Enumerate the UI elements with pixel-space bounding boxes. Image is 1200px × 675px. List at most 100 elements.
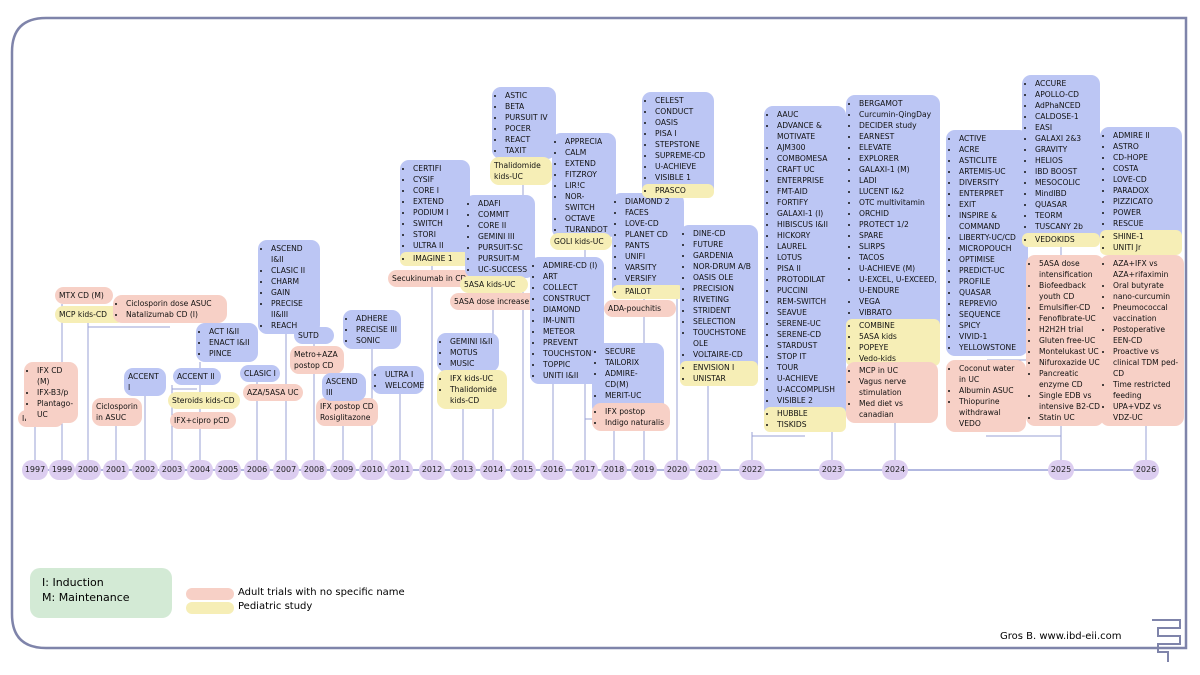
trial-box: ACT I&IIENACT I&IIPINCE xyxy=(196,323,258,362)
trial-name: HUBBLE xyxy=(777,408,843,419)
trial-name: TOUCHSTONE OLE xyxy=(693,327,755,349)
trial-name: PROTODILAT xyxy=(777,274,843,285)
trial-name: DINE-CD xyxy=(693,228,755,239)
trial-name: LAUREL xyxy=(777,241,843,252)
trial-name: HIBISCUS I&II xyxy=(777,219,843,230)
trial-list: CELESTCONDUCTOASISPISA ISTEPSTONESUPREME… xyxy=(646,95,711,183)
trial-name: PURSUIT-SC xyxy=(478,242,532,253)
trial-name: FUTURE xyxy=(693,239,755,250)
trial-name: GALAXI-1 (M) xyxy=(859,164,937,175)
trial-name: OCTAVE xyxy=(565,213,613,224)
trial-name: TAILORIX xyxy=(605,357,661,368)
border xyxy=(10,16,1188,650)
year: 2001 xyxy=(103,460,129,480)
trial-list: Thalidomide kids-UC xyxy=(494,160,549,182)
trial-name: PRECISE II&III xyxy=(271,298,317,320)
trial-box: IFX postopIndigo naturalis xyxy=(592,403,670,431)
trial-name: STARDUST xyxy=(777,340,843,351)
trial-name: ADMIRE-CD (I) xyxy=(543,260,601,271)
trial-name: BETA xyxy=(505,101,553,112)
trial-name: OASIS xyxy=(655,117,711,128)
trial-list: ASTICBETAPURSUIT IVPOCERREACTTAXIT xyxy=(496,90,553,156)
trial-name: ELEVATE xyxy=(859,142,937,153)
year: 2022 xyxy=(739,460,765,480)
trial-name: UNISTAR xyxy=(693,373,755,384)
trial-name: VOLTAIRE-CD xyxy=(693,349,755,360)
trial-name: STEPSTONE xyxy=(655,139,711,150)
trial-name: Single EDB vs intensive B2-CD xyxy=(1039,390,1101,412)
year: 2010 xyxy=(359,460,385,480)
trial-box: ACTIVEACREASTICLITEARTEMIS-UCDIVERSITYEN… xyxy=(946,130,1028,356)
year: 2026 xyxy=(1133,460,1159,480)
trial-list: ACCENT II xyxy=(177,371,218,382)
year: 2004 xyxy=(187,460,213,480)
year: 2013 xyxy=(450,460,476,480)
year: 2014 xyxy=(480,460,506,480)
year: 1999 xyxy=(49,460,75,480)
trial-name: COMBINE xyxy=(859,320,937,331)
trial-name: CORE II xyxy=(478,220,532,231)
trial-list: ADHEREPRECISE IIISONIC xyxy=(347,313,398,346)
trial-name: MOTUS xyxy=(450,347,496,358)
trial-name: CONDUCT xyxy=(655,106,711,117)
trial-name: SUPREME-CD xyxy=(655,150,711,161)
year: 2009 xyxy=(330,460,356,480)
trial-name: NOR-SWITCH xyxy=(565,191,613,213)
trial-name: METEOR xyxy=(543,326,601,337)
trial-box: ASCEND III xyxy=(322,373,366,401)
year: 2023 xyxy=(819,460,845,480)
year: 2024 xyxy=(882,460,908,480)
trial-name: VIVID-1 xyxy=(959,331,1025,342)
trial-name: ASTIC xyxy=(505,90,553,101)
trial-name: Pneumococcal vaccination xyxy=(1113,302,1181,324)
trial-name: Natalizumab CD (I) xyxy=(126,309,224,320)
trial-list: IFX postopIndigo naturalis xyxy=(596,406,667,428)
trial-name: SERENE-CD xyxy=(777,329,843,340)
trial-name: Montelukast UC xyxy=(1039,346,1101,357)
trial-name: Time restricted feeding xyxy=(1113,379,1181,401)
trial-name: CORE I xyxy=(413,185,467,196)
trial-list: IFX CD (M)IFX-B3/pPlantago-UC xyxy=(28,365,75,420)
trial-list: PRASCO xyxy=(646,185,711,196)
trial-name: nano-curcumin xyxy=(1113,291,1181,302)
trial-name: STOP IT xyxy=(777,351,843,362)
trial-name: ENTERPRISE xyxy=(777,175,843,186)
trial-name: REM-SWITCH xyxy=(777,296,843,307)
trial-name: COMMIT xyxy=(478,209,532,220)
trial-name: SLIRPS xyxy=(859,241,937,252)
trial-name: PROFILE xyxy=(959,276,1025,287)
trial-name: PISA I xyxy=(655,128,711,139)
trial-box: CELESTCONDUCTOASISPISA ISTEPSTONESUPREME… xyxy=(642,92,714,198)
year: 2018 xyxy=(601,460,627,480)
trial-name: APOLLO-CD xyxy=(1035,89,1097,100)
trial-box: APPRECIACALMEXTENDFITZROYLIR!CNOR-SWITCH… xyxy=(552,133,616,238)
trial-name: SWITCH xyxy=(413,218,467,229)
trial-name: VISIBLE 2 xyxy=(777,395,843,406)
trial-name: ENVISION I xyxy=(693,362,755,373)
trial-name: IMAGINE 1 xyxy=(413,253,467,264)
trial-list: PAILOT xyxy=(616,286,681,297)
trial-name: OASIS OLE xyxy=(693,272,755,283)
trial-name: TISKIDS xyxy=(777,419,843,430)
trial-list: VEDOKIDS xyxy=(1026,234,1097,245)
trial-name: IFX kids-UC xyxy=(450,373,504,384)
trial-name: Fenofibrate-UC xyxy=(1039,313,1101,324)
trial-name: MCP kids-CD xyxy=(59,310,108,319)
trial-name: VIBRATO xyxy=(859,307,937,318)
trial-name: VERSIFY xyxy=(625,273,681,284)
trial-name: STRIDENT xyxy=(693,305,755,316)
trial-list: IMAGINE 1 xyxy=(404,253,467,264)
trial-name: TOUR xyxy=(777,362,843,373)
trial-name: HELIOS xyxy=(1035,155,1097,166)
trial-box: CERTIFICYSIFCORE IEXTENDPODIUM ISWITCHST… xyxy=(400,160,470,266)
trial-list: AAUCADVANCE & MOTIVATEAJM300COMBOMESACRA… xyxy=(768,109,843,406)
trial-name: PARADOX xyxy=(1113,185,1179,196)
trial-name: AdPhaNCED xyxy=(1035,100,1097,111)
trial-name: LOVE-CD xyxy=(625,218,681,229)
trial-box: ACCENT I xyxy=(124,368,166,396)
trial-name: AAUC xyxy=(777,109,843,120)
trial-name: VARSITY xyxy=(625,262,681,273)
trial-name: PREDICT-UC xyxy=(959,265,1025,276)
trial-name: PODIUM I xyxy=(413,207,467,218)
trial-box: 5ASA dose intensificationBiofeedback you… xyxy=(1026,255,1104,426)
